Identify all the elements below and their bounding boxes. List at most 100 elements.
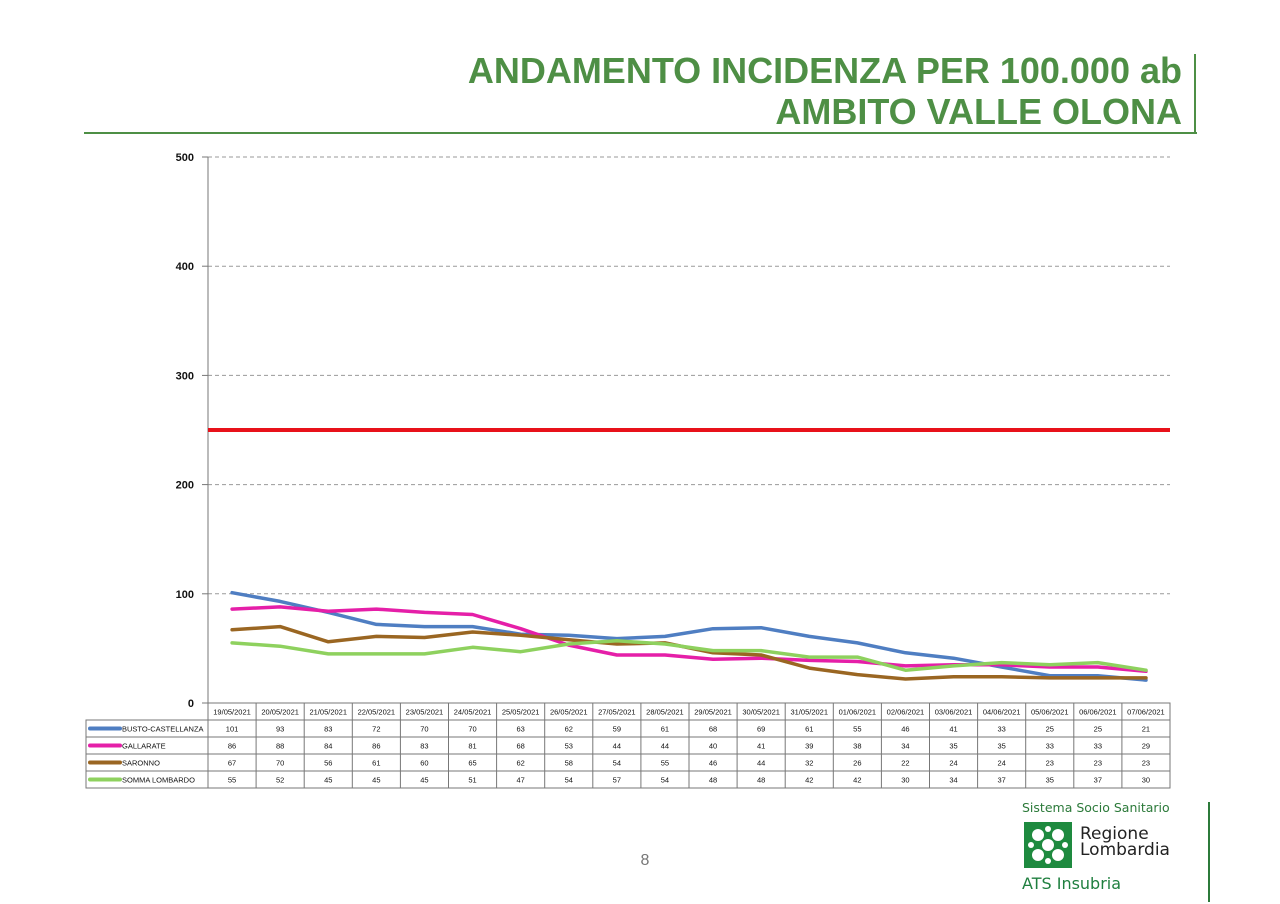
category-label: 26/05/2021 xyxy=(550,708,588,717)
logo-name-line-1: Regione xyxy=(1080,824,1149,844)
data-value: 61 xyxy=(661,725,669,734)
y-tick-label-400: 400 xyxy=(176,261,194,273)
data-value: 30 xyxy=(901,776,909,785)
legend-label: SOMMA LOMBARDO xyxy=(122,776,195,785)
logo-divider xyxy=(1208,802,1210,902)
data-value: 48 xyxy=(709,776,717,785)
data-value: 48 xyxy=(757,776,765,785)
category-label: 25/05/2021 xyxy=(502,708,540,717)
data-value: 52 xyxy=(276,776,284,785)
data-value: 56 xyxy=(324,759,332,768)
legend-label: SARONNO xyxy=(122,759,160,768)
data-value: 83 xyxy=(324,725,332,734)
category-label: 05/06/2021 xyxy=(1031,708,1069,717)
category-label: 06/06/2021 xyxy=(1079,708,1117,717)
title-underline xyxy=(84,132,1197,134)
category-label: 04/06/2021 xyxy=(983,708,1021,717)
data-value: 47 xyxy=(516,776,524,785)
category-label: 19/05/2021 xyxy=(213,708,251,717)
data-value: 41 xyxy=(949,725,957,734)
title-line-2: AMBITO VALLE OLONA xyxy=(775,91,1182,132)
data-value: 54 xyxy=(661,776,669,785)
data-value: 23 xyxy=(1142,759,1150,768)
data-value: 37 xyxy=(997,776,1005,785)
data-value: 26 xyxy=(853,759,861,768)
data-value: 70 xyxy=(420,725,428,734)
y-tick-label-0: 0 xyxy=(188,698,194,710)
data-value: 35 xyxy=(949,742,957,751)
data-value: 46 xyxy=(901,725,909,734)
category-label: 30/05/2021 xyxy=(742,708,780,717)
data-value: 83 xyxy=(420,742,428,751)
data-value: 29 xyxy=(1142,742,1150,751)
data-value: 34 xyxy=(949,776,957,785)
incidence-line-chart: 0 100 200 300 400 500 19/05/2021 20/05/2021 21/0… xyxy=(85,152,1171,789)
data-value: 69 xyxy=(757,725,765,734)
data-value: 24 xyxy=(949,759,957,768)
data-value: 81 xyxy=(468,742,476,751)
data-value: 65 xyxy=(468,759,476,768)
data-value: 42 xyxy=(805,776,813,785)
y-tick-label-500: 500 xyxy=(176,152,194,164)
data-value: 101 xyxy=(226,725,239,734)
category-label: 29/05/2021 xyxy=(694,708,732,717)
logo-name: Regione Lombardia xyxy=(1080,824,1170,860)
data-value: 44 xyxy=(757,759,765,768)
data-value: 44 xyxy=(661,742,669,751)
legend-label: BUSTO-CASTELLANZA xyxy=(122,725,204,734)
data-value: 38 xyxy=(853,742,861,751)
data-value: 55 xyxy=(228,776,236,785)
data-value: 59 xyxy=(613,725,621,734)
data-value: 63 xyxy=(516,725,524,734)
data-value: 86 xyxy=(228,742,236,751)
data-value: 33 xyxy=(1046,742,1054,751)
category-label: 07/06/2021 xyxy=(1127,708,1165,717)
data-value: 55 xyxy=(853,725,861,734)
data-value: 60 xyxy=(420,759,428,768)
category-label: 20/05/2021 xyxy=(261,708,299,717)
data-value: 30 xyxy=(1142,776,1150,785)
category-label: 31/05/2021 xyxy=(790,708,828,717)
data-value: 62 xyxy=(565,725,573,734)
legend-label: GALLARATE xyxy=(122,742,166,751)
data-value: 67 xyxy=(228,759,236,768)
data-value: 25 xyxy=(1094,725,1102,734)
data-value: 68 xyxy=(709,725,717,734)
series-line-somma-lombardo xyxy=(230,639,1148,672)
data-value: 37 xyxy=(1094,776,1102,785)
data-value: 33 xyxy=(1094,742,1102,751)
data-value: 23 xyxy=(1046,759,1054,768)
data-value: 72 xyxy=(372,725,380,734)
y-tick-label-100: 100 xyxy=(176,589,194,601)
data-value: 32 xyxy=(805,759,813,768)
category-label: 27/05/2021 xyxy=(598,708,636,717)
data-value: 23 xyxy=(1094,759,1102,768)
data-value: 25 xyxy=(1046,725,1054,734)
logo-top-text: Sistema Socio Sanitario xyxy=(1022,800,1170,815)
data-value: 57 xyxy=(613,776,621,785)
logo-ats-text: ATS Insubria xyxy=(1022,874,1122,893)
data-value: 68 xyxy=(516,742,524,751)
data-value: 46 xyxy=(709,759,717,768)
data-value: 54 xyxy=(565,776,573,785)
data-value: 88 xyxy=(276,742,284,751)
title-vertical-rule xyxy=(1194,54,1196,133)
data-value: 22 xyxy=(901,759,909,768)
data-value: 39 xyxy=(805,742,813,751)
category-label: 22/05/2021 xyxy=(358,708,396,717)
data-value: 34 xyxy=(901,742,909,751)
regione-lombardia-logo: Sistema Socio Sanitario Regione Lombardi… xyxy=(1022,800,1202,896)
data-value: 45 xyxy=(372,776,380,785)
data-value: 58 xyxy=(565,759,573,768)
data-value: 70 xyxy=(468,725,476,734)
category-label: 23/05/2021 xyxy=(406,708,444,717)
y-tick-label-300: 300 xyxy=(176,370,194,382)
data-value: 35 xyxy=(997,742,1005,751)
data-value: 55 xyxy=(661,759,669,768)
data-value: 33 xyxy=(997,725,1005,734)
logo-name-line-2: Lombardia xyxy=(1080,840,1170,860)
category-label: 01/06/2021 xyxy=(839,708,877,717)
category-label: 02/06/2021 xyxy=(887,708,925,717)
data-value: 54 xyxy=(613,759,621,768)
data-value: 40 xyxy=(709,742,717,751)
